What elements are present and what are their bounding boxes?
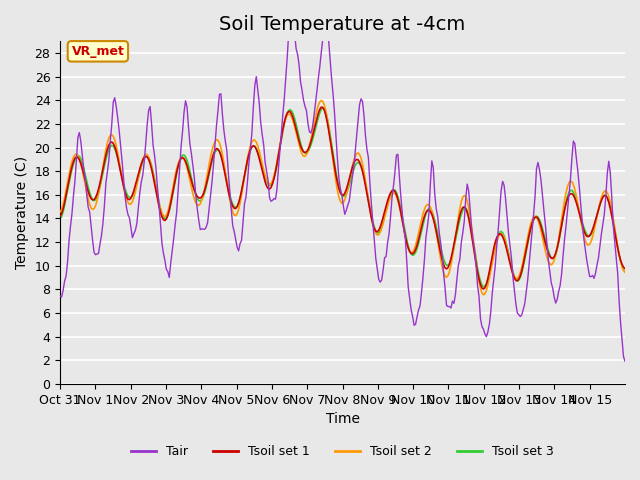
Text: VR_met: VR_met — [72, 45, 124, 58]
X-axis label: Time: Time — [326, 412, 360, 426]
Title: Soil Temperature at -4cm: Soil Temperature at -4cm — [220, 15, 466, 34]
Y-axis label: Temperature (C): Temperature (C) — [15, 156, 29, 269]
Legend: Tair, Tsoil set 1, Tsoil set 2, Tsoil set 3: Tair, Tsoil set 1, Tsoil set 2, Tsoil se… — [127, 441, 559, 464]
